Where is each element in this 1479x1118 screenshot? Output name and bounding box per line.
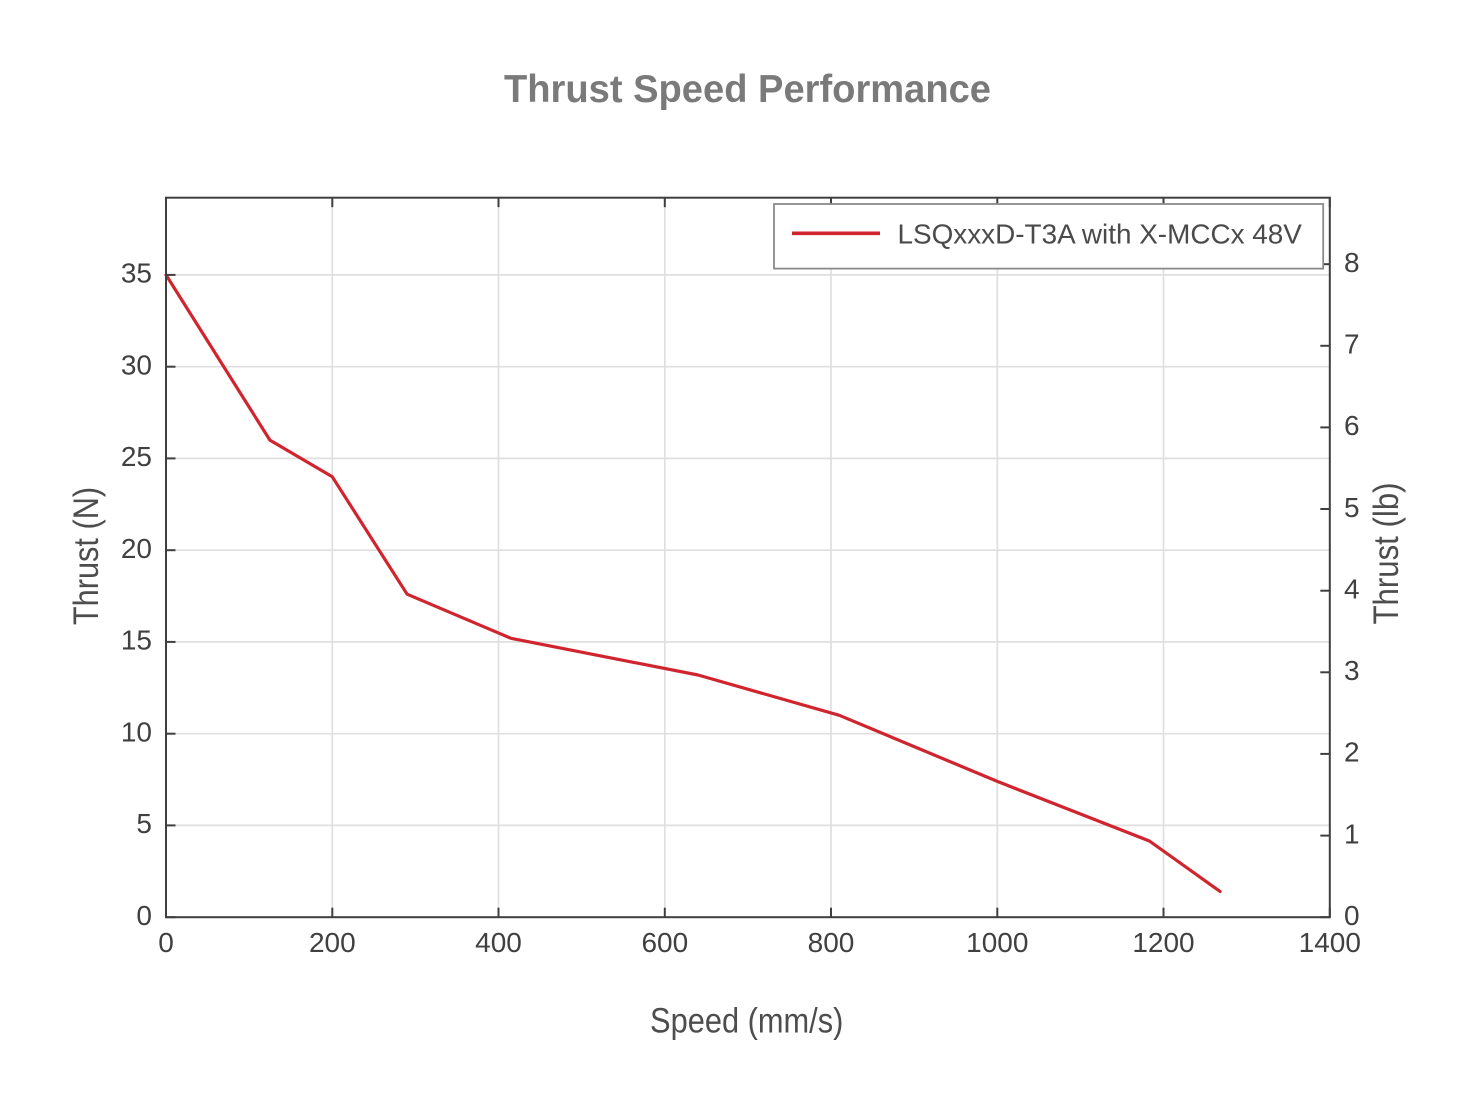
svg-text:1000: 1000 — [966, 927, 1028, 958]
svg-text:Thrust (N): Thrust (N) — [67, 487, 106, 625]
svg-text:LSQxxxD-T3A with X-MCCx 48V: LSQxxxD-T3A with X-MCCx 48V — [898, 218, 1303, 249]
svg-text:10: 10 — [121, 717, 152, 748]
svg-text:5: 5 — [136, 808, 152, 839]
svg-text:25: 25 — [121, 441, 152, 472]
svg-text:0: 0 — [158, 927, 174, 958]
svg-text:200: 200 — [309, 927, 356, 958]
svg-text:0: 0 — [136, 900, 152, 931]
svg-text:2: 2 — [1344, 737, 1360, 768]
svg-text:Speed (mm/s): Speed (mm/s) — [650, 1002, 843, 1041]
svg-text:35: 35 — [121, 258, 152, 289]
svg-text:5: 5 — [1344, 492, 1360, 523]
svg-text:400: 400 — [475, 927, 522, 958]
svg-text:1: 1 — [1344, 818, 1360, 849]
svg-text:6: 6 — [1344, 410, 1360, 441]
svg-text:3: 3 — [1344, 655, 1360, 686]
svg-text:8: 8 — [1344, 247, 1360, 278]
svg-text:Thrust Speed Performance: Thrust Speed Performance — [504, 68, 991, 111]
svg-text:1400: 1400 — [1299, 927, 1361, 958]
svg-text:Thrust (lb): Thrust (lb) — [1367, 482, 1406, 624]
svg-text:4: 4 — [1344, 574, 1360, 605]
svg-text:20: 20 — [121, 533, 152, 564]
svg-text:0: 0 — [1344, 900, 1360, 931]
svg-text:15: 15 — [121, 625, 152, 656]
svg-text:7: 7 — [1344, 329, 1360, 360]
svg-text:800: 800 — [808, 927, 855, 958]
svg-text:600: 600 — [641, 927, 688, 958]
svg-text:1200: 1200 — [1132, 927, 1194, 958]
svg-text:30: 30 — [121, 350, 152, 381]
